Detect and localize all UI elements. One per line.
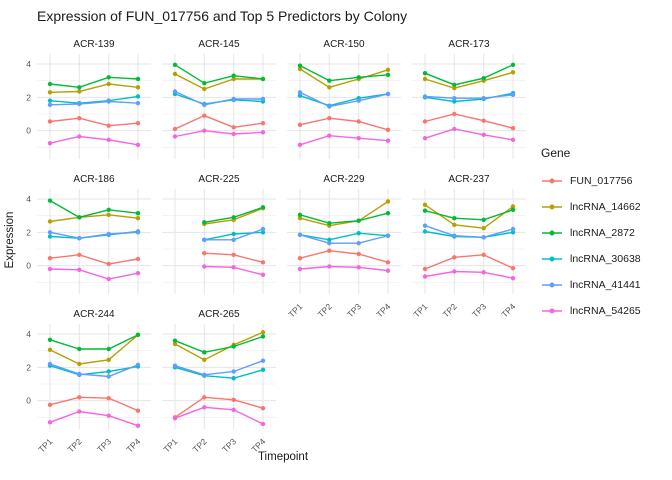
x-tick-label: TP3 [220,436,238,454]
legend-item-label: lncRNA_41441 [570,278,641,291]
facet-chart: 4 2 0 [26,189,151,294]
y-tick-label: 0 [26,261,31,271]
y-tick-label: 2 [26,92,31,102]
facet-title: ACR-225 [198,174,240,185]
facet-chart: 4 2 0 [26,54,151,159]
facet-title: ACR-244 [73,309,115,320]
x-tick-label: TP2 [441,301,459,319]
legend-item: lncRNA_41441 [541,276,641,293]
x-tick-label: TP2 [316,301,334,319]
y-axis-title: Expression [4,211,16,269]
legend-key-icon [542,204,562,209]
facet: ACR-237 TP1 TP2 TP3 TP4 [411,173,526,319]
x-tick-label: TP1 [411,301,429,319]
y-tick-label: 2 [26,227,31,237]
facet-chart [287,54,401,159]
facet: ACR-186 4 2 0 [26,173,151,294]
x-tick-label: TP4 [374,301,392,319]
facet: ACR-225 [162,173,276,294]
facet-chart: TP1 TP2 TP3 TP4 [411,189,526,319]
legend-items: FUN_017756 lncRNA_14662 lncRNA_2872 lncRNA_… [541,172,641,319]
x-tick-label: TP1 [36,436,54,454]
legend-key-icon [542,256,562,261]
legend-item: lncRNA_54265 [541,302,641,319]
facet-title: ACR-237 [448,174,490,185]
x-axis-title: Timepoint [257,451,309,463]
y-tick-label: 0 [26,396,31,406]
legend-key-icon [542,178,562,183]
legend-item: lncRNA_2872 [541,224,641,241]
legend-item-label: FUN_017756 [570,174,633,187]
x-tick-label: TP4 [124,436,142,454]
legend-item-label: lncRNA_14662 [570,200,641,213]
x-tick-label: TP1 [161,436,179,454]
facet-chart [162,189,276,294]
facet-chart: 4 2 0 TP1 TP2 TP3 TP4 [26,324,151,454]
facet-chart [162,54,276,159]
legend-item: FUN_017756 [541,172,641,189]
legend-key-icon [542,282,562,287]
facet: ACR-139 4 2 0 [26,38,151,159]
y-tick-label: 4 [26,59,31,69]
facet-title: ACR-265 [198,309,240,320]
x-tick-label: TP3 [95,436,113,454]
facet-title: ACR-139 [73,39,115,50]
legend-item-label: lncRNA_2872 [570,226,635,239]
x-tick-label: TP2 [191,436,209,454]
y-tick-label: 4 [26,194,31,204]
facet-title: ACR-150 [323,39,365,50]
facet-title: ACR-229 [323,174,365,185]
facet-chart [412,54,526,159]
facet: ACR-150 [287,38,401,159]
facet-grid: ACR-139 4 2 0 ACR-145 ACR-150 ACR-173 ACR-186 4 2… [26,38,526,454]
facet: ACR-229 TP1 TP2 TP3 TP4 [286,173,401,319]
facet-title: ACR-145 [198,39,240,50]
facet: ACR-265 TP1 TP2 TP3 TP4 [161,308,276,454]
legend-key-icon [542,230,562,235]
facet-title: ACR-173 [448,39,490,50]
legend-title: Gene [541,146,571,160]
y-tick-label: 2 [26,362,31,372]
legend-item-label: lncRNA_30638 [570,252,641,265]
y-tick-label: 0 [26,126,31,136]
y-tick-label: 4 [26,329,31,339]
legend-key-icon [542,308,562,313]
facet: ACR-244 4 2 0 TP1 TP2 TP3 TP4 [26,308,151,454]
x-tick-label: TP1 [286,301,304,319]
chart-title: Expression of FUN_017756 and Top 5 Predi… [37,8,408,24]
x-tick-label: TP4 [499,301,517,319]
facet: ACR-145 [162,38,276,159]
facet-chart: TP1 TP2 TP3 TP4 [161,324,276,454]
facet: ACR-173 [412,38,526,159]
legend-item-label: lncRNA_54265 [570,304,641,317]
x-tick-label: TP3 [470,301,488,319]
legend-item: lncRNA_30638 [541,250,641,267]
legend-item: lncRNA_14662 [541,198,641,215]
x-tick-label: TP3 [345,301,363,319]
x-tick-label: TP2 [66,436,84,454]
facet-chart: TP1 TP2 TP3 TP4 [286,189,401,319]
facet-title: ACR-186 [73,174,115,185]
